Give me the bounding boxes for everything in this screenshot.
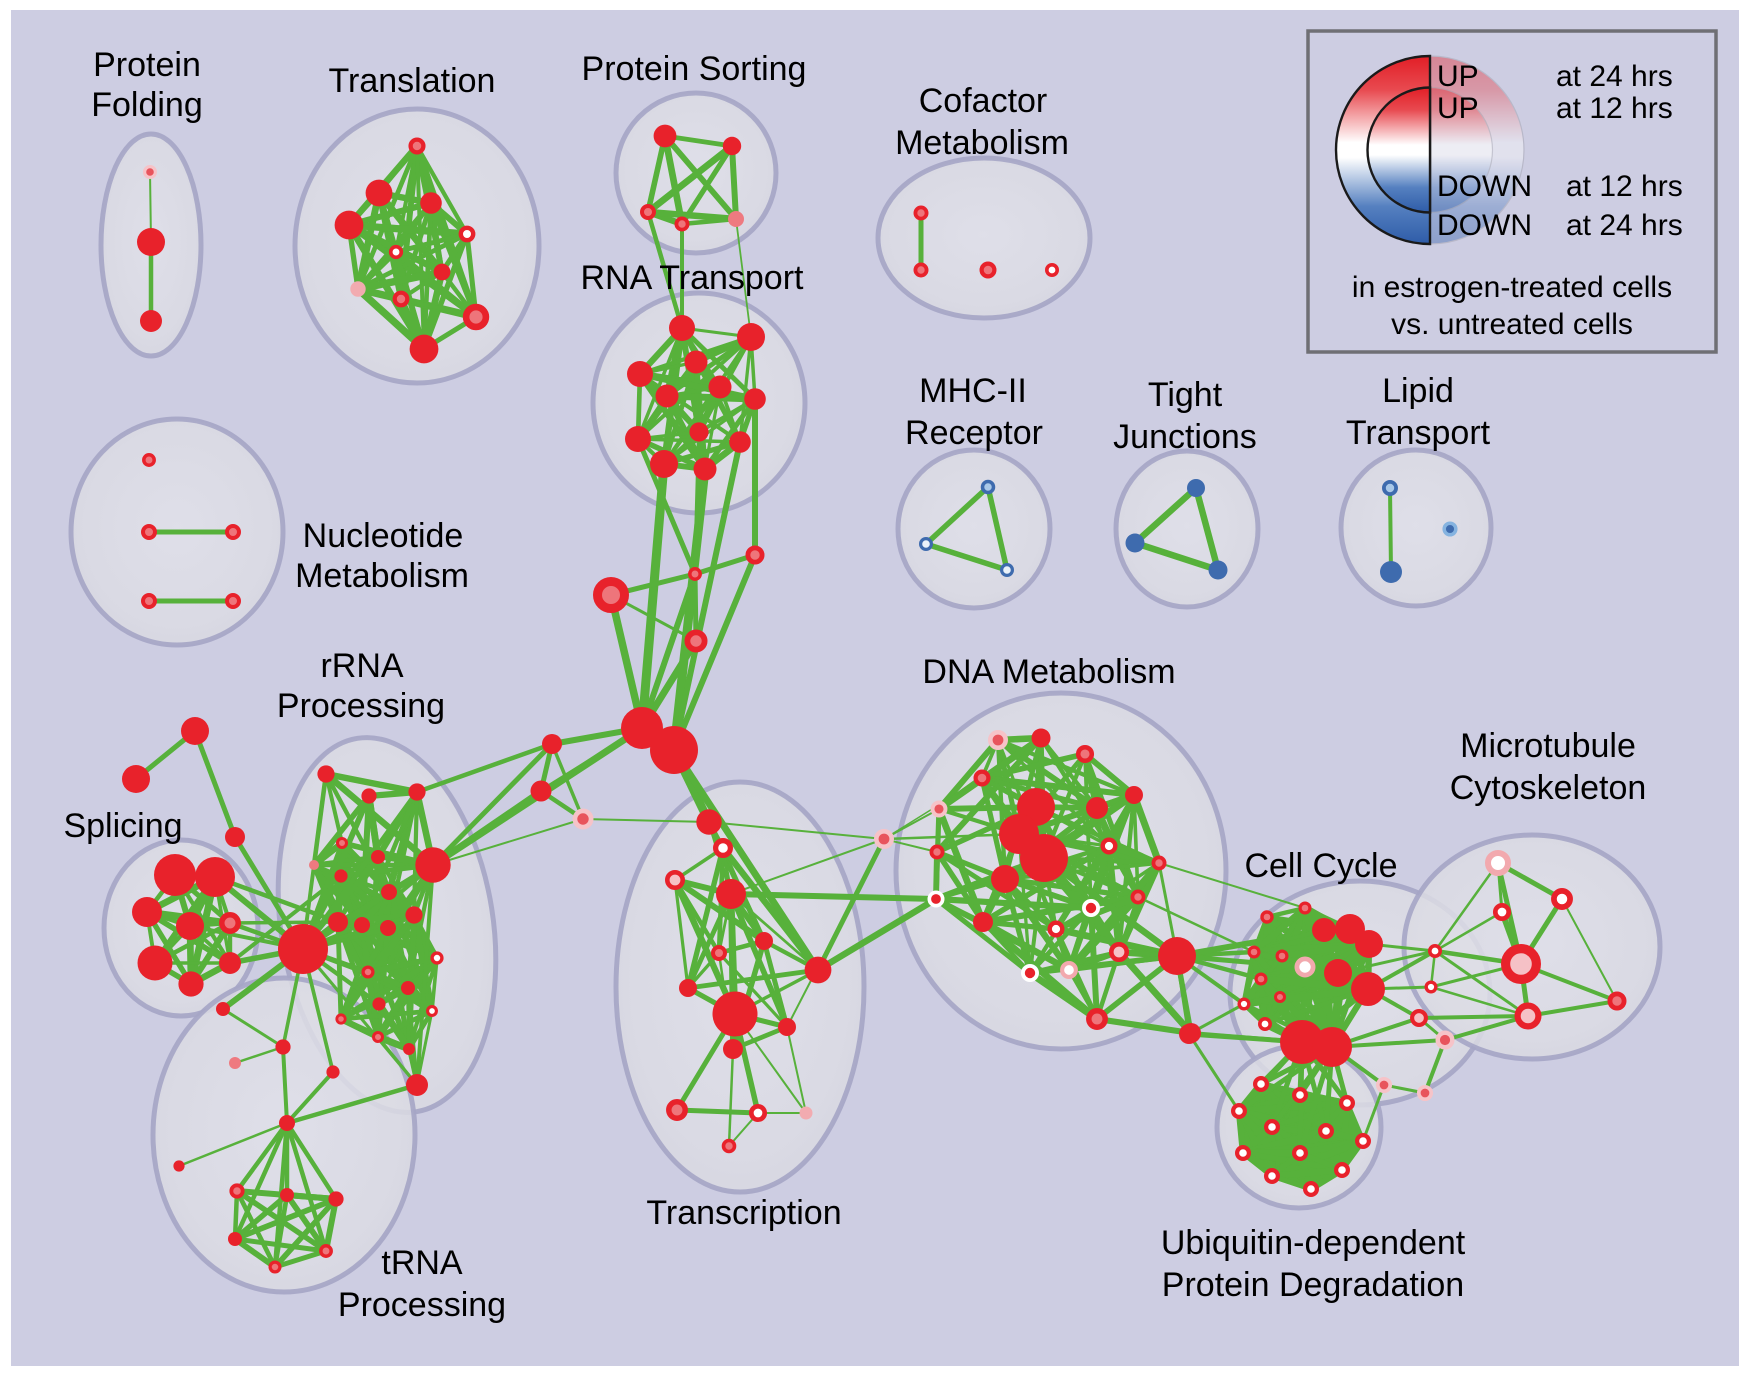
svg-text:UP: UP [1437, 92, 1479, 125]
svg-text:at 12 hrs: at 12 hrs [1566, 170, 1683, 203]
svg-text:Transport: Transport [1346, 414, 1491, 452]
svg-text:Nucleotide: Nucleotide [303, 517, 464, 555]
svg-text:Translation: Translation [329, 62, 496, 100]
svg-text:MHC-II: MHC-II [919, 372, 1027, 410]
svg-text:Lipid: Lipid [1382, 372, 1454, 410]
svg-text:Splicing: Splicing [63, 807, 182, 845]
svg-text:UP: UP [1437, 60, 1479, 93]
svg-text:Receptor: Receptor [905, 414, 1043, 452]
svg-text:vs. untreated cells: vs. untreated cells [1391, 308, 1633, 341]
svg-text:Metabolism: Metabolism [895, 124, 1069, 162]
svg-text:at 24 hrs: at 24 hrs [1566, 209, 1683, 242]
svg-text:Transcription: Transcription [646, 1194, 841, 1232]
svg-text:Cell Cycle: Cell Cycle [1244, 847, 1397, 885]
svg-text:Folding: Folding [91, 86, 203, 124]
svg-text:Cytoskeleton: Cytoskeleton [1450, 769, 1647, 807]
svg-text:tRNA: tRNA [381, 1244, 463, 1282]
svg-text:Metabolism: Metabolism [295, 557, 469, 595]
svg-text:Protein Sorting: Protein Sorting [582, 50, 807, 88]
svg-text:Protein Degradation: Protein Degradation [1162, 1266, 1464, 1304]
svg-text:Processing: Processing [277, 687, 445, 725]
svg-text:RNA Transport: RNA Transport [581, 259, 805, 297]
svg-text:in estrogen-treated cells: in estrogen-treated cells [1352, 271, 1672, 304]
svg-text:at 24 hrs: at 24 hrs [1556, 60, 1673, 93]
svg-text:Tight: Tight [1148, 376, 1223, 414]
svg-text:Ubiquitin-dependent: Ubiquitin-dependent [1161, 1224, 1466, 1262]
svg-text:Cofactor: Cofactor [919, 82, 1048, 120]
svg-text:Microtubule: Microtubule [1460, 727, 1636, 765]
svg-text:DOWN: DOWN [1437, 170, 1532, 203]
svg-text:Processing: Processing [338, 1286, 506, 1324]
svg-text:Protein: Protein [93, 46, 201, 84]
svg-text:DNA Metabolism: DNA Metabolism [922, 653, 1175, 691]
svg-text:rRNA: rRNA [320, 647, 403, 685]
svg-text:DOWN: DOWN [1437, 209, 1532, 242]
svg-text:at 12 hrs: at 12 hrs [1556, 92, 1673, 125]
svg-text:Junctions: Junctions [1113, 418, 1257, 456]
